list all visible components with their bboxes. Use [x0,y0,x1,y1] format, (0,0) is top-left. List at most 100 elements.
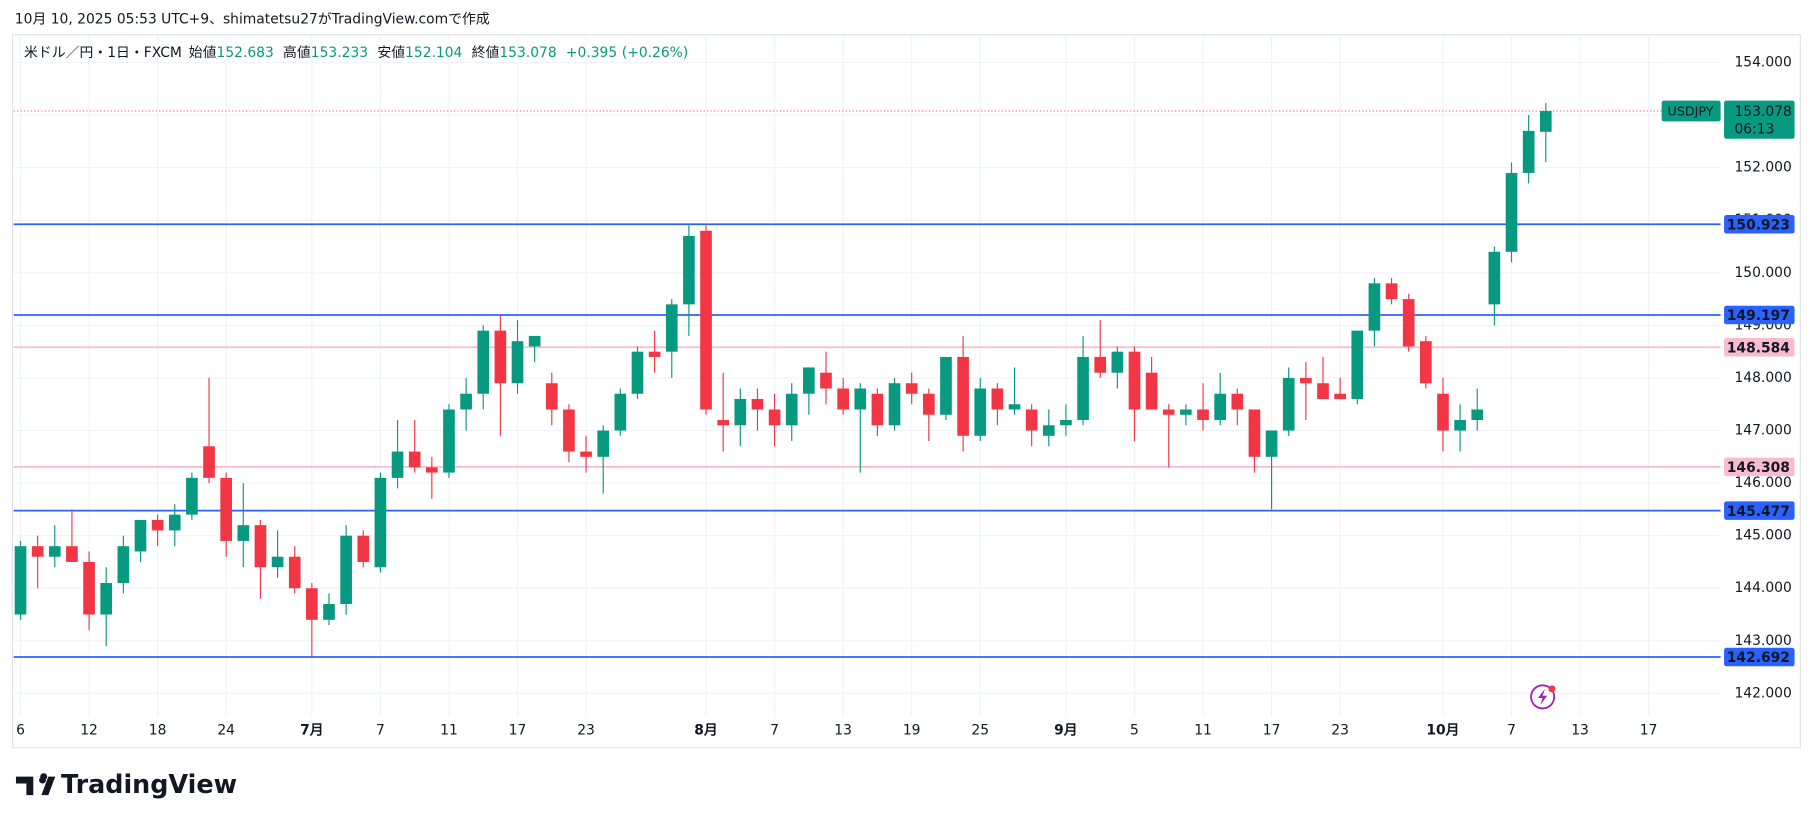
candle-body [957,356,969,436]
candle-body [408,451,421,468]
candle-body [186,477,198,515]
level-label-box [1724,338,1795,357]
x-tick-label: 19 [903,722,921,738]
candle-body [1197,409,1209,421]
candle-body [391,451,404,478]
candle-body [888,383,901,426]
candle-body [854,388,867,410]
x-tick-label: 7 [1507,722,1516,738]
candle-body [48,546,61,557]
candle-body [271,556,284,568]
change-pct: (+0.26%) [622,45,688,61]
level-label-box [1724,457,1795,477]
last-price-box [1724,100,1795,139]
candle-body [134,519,147,552]
legend-label: 終値 [472,45,500,61]
level-label: 145.477 [1727,504,1790,520]
candle-body [1094,356,1107,373]
candle-body [288,556,301,589]
candle-body [117,546,130,583]
candle-body [1128,351,1141,410]
candle-body [1437,393,1449,431]
candle-body [1300,377,1312,384]
legend-value: 153.078 [499,45,556,61]
logo: TradingView [15,769,237,799]
candle-body [477,330,490,394]
candle-body [168,514,181,531]
candle-body [494,330,507,384]
legend-label: 高値 [283,44,311,61]
x-tick-label: 18 [149,722,167,738]
x-tick-label: 11 [440,722,458,738]
y-tick-label: 150.000 [1734,265,1791,281]
candle-body [1471,409,1484,421]
candle-body [580,451,592,457]
x-tick-label: 6 [16,722,25,738]
level-label-box [1724,215,1795,234]
candle-body [340,535,352,605]
y-tick-label: 146.000 [1734,475,1791,491]
axes: 6 12 18 24 7月 7 11 17 23 8月 7 13 19 25 9月 5 11 17 23 10月 7 13… [16,55,1795,738]
candle-body [1505,172,1518,252]
candle-body [717,420,729,426]
level-label-box [1724,647,1795,667]
candle-body [1111,351,1124,373]
candle-body [1231,393,1244,410]
x-tick-label: 13 [834,722,852,738]
candle-body [1317,383,1329,399]
candle-body [631,351,644,394]
chart-frame [11,34,1801,749]
candle-body [1077,356,1089,421]
candle-body [597,430,610,457]
candle-body [545,383,558,410]
candle-body [203,446,215,478]
candle-body [1282,377,1295,431]
candle-body [1488,251,1501,305]
candle-body [563,409,575,452]
candle-body [1265,430,1278,457]
candle-body [1248,409,1261,457]
candle-body [1008,404,1021,410]
y-tick-label: 144.000 [1734,580,1791,596]
candle-body [820,372,832,389]
candle-body [700,230,712,410]
candle-body [837,388,849,410]
candle-body [100,582,113,615]
x-tick-label: 24 [217,722,235,738]
level-label: 149.197 [1727,308,1790,324]
candle-body [768,409,781,426]
candle-body [1539,111,1552,132]
candle-body [1025,409,1038,431]
candle-body [871,393,884,426]
level-label-box [1724,305,1795,325]
legend-label: 始値 [189,45,217,61]
candle-body [323,604,335,620]
x-tick-label: 7月 [300,722,324,738]
header-text: 10月 10, 2025 05:53 UTC+9、shimatetsu27がTr… [15,12,490,28]
countdown-label: 06:13 [1734,121,1774,137]
candle-body [922,393,935,415]
legend-value: 152.104 [405,45,462,61]
candle-body [1162,409,1175,415]
x-tick-label: 8月 [694,722,718,738]
candle-body [940,356,952,415]
candle-body [648,351,661,357]
level-label: 148.584 [1727,340,1790,356]
x-tick-label: 17 [1263,722,1281,738]
candle-body [14,546,27,615]
candle-body [237,525,250,541]
legend-value: 153.233 [311,45,368,61]
x-tick-label: 13 [1571,722,1589,738]
candle-body [1385,283,1398,300]
y-tick-label: 143.000 [1734,633,1791,649]
candle-body [974,388,987,436]
y-tick-label: 145.000 [1734,528,1791,544]
candle-body [1214,393,1226,421]
x-tick-label: 5 [1130,722,1139,738]
candle-body [803,367,815,394]
candle-body [528,335,541,347]
level-label-box [1724,501,1795,520]
x-tick-label: 7 [770,722,779,738]
candle-body [751,398,764,410]
